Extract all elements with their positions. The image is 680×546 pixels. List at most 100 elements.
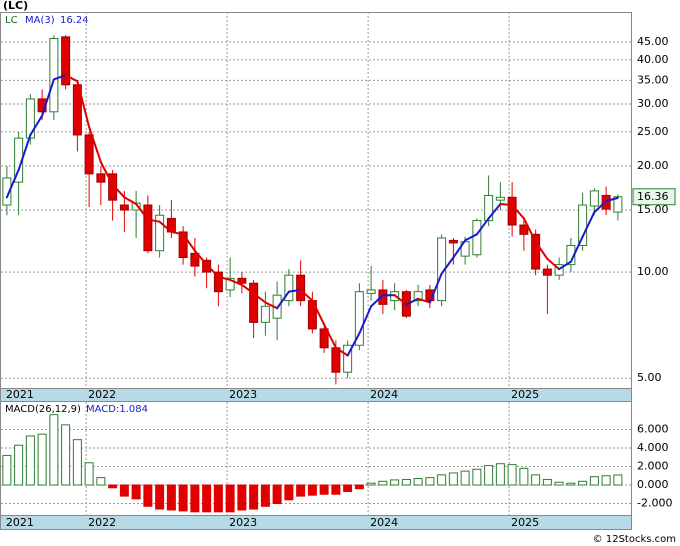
ma-line [287, 288, 302, 293]
macd-bar [155, 484, 165, 510]
ma-line [5, 168, 20, 199]
ma-line [440, 256, 455, 275]
candle-body [413, 291, 423, 302]
ma-line [229, 278, 243, 286]
ma-line [534, 240, 549, 260]
candle-body [119, 204, 129, 211]
ma-line [311, 299, 326, 326]
macd-bar [25, 435, 35, 486]
candle-body [613, 196, 623, 213]
ma-line [546, 257, 561, 271]
macd-bar [495, 463, 505, 486]
ma-line [370, 294, 384, 308]
legend-ma: MA(3) [25, 15, 55, 26]
footer: © 12Stocks.com [593, 534, 676, 545]
candle-body [542, 268, 552, 276]
ma-line [170, 230, 185, 236]
ma-line [64, 74, 79, 83]
candle-body [531, 233, 541, 270]
x-tick-label: 2025 [511, 388, 539, 401]
macd-bar [272, 484, 282, 505]
ma-line [252, 292, 267, 304]
ma-line [240, 283, 255, 295]
macd-bar [401, 478, 411, 486]
macd-bar [190, 484, 200, 513]
x-tick-label: 2024 [370, 516, 398, 529]
macd-bar [531, 474, 541, 486]
candle-body [143, 204, 153, 252]
macd-title: MACD(26,12,9) [5, 404, 81, 415]
ma-line [158, 220, 173, 233]
candle-body [484, 194, 494, 222]
macd-bar [260, 484, 270, 507]
macd-bar [601, 475, 611, 486]
candle-body [296, 274, 306, 302]
y-tick-label: 2.000 [637, 459, 669, 472]
macd-bar [202, 484, 212, 513]
ma-line [499, 203, 514, 207]
ma-line [346, 332, 361, 357]
macd-bar [437, 474, 447, 486]
ma-line [334, 346, 349, 357]
macd-bar [390, 479, 400, 486]
price-tag-label: 16.36 [637, 190, 669, 203]
macd-bar [378, 480, 388, 486]
macd-bar [589, 476, 599, 486]
macd-bar [331, 484, 341, 495]
macd-bar [237, 484, 247, 511]
ma-line [417, 297, 431, 304]
candle-body [260, 305, 270, 323]
candle-body [448, 239, 458, 244]
macd-bar [542, 478, 552, 486]
candle-body [378, 289, 388, 305]
chart-title: (LC) [3, 0, 28, 12]
macd-bar [343, 484, 353, 492]
macd-bar [2, 454, 12, 486]
candle-body [2, 177, 12, 206]
candle-body [202, 259, 212, 273]
macd-bar [249, 484, 259, 510]
macd-bar [49, 414, 59, 486]
macd-bar [96, 477, 106, 486]
ma-line [111, 183, 126, 199]
ma-line [358, 305, 373, 335]
ma-line [511, 204, 525, 220]
ma-line [405, 297, 420, 306]
macd-bar [613, 474, 623, 486]
x-tick-label: 2023 [229, 516, 257, 529]
ma-line [205, 263, 220, 278]
y-tick-label: 10.00 [637, 265, 669, 278]
macd-bar [425, 477, 435, 486]
macd-bar [166, 484, 176, 511]
y-tick-label: 45.00 [637, 35, 669, 48]
candle-body [354, 291, 364, 346]
macd-bar [366, 482, 376, 486]
ma-line [17, 133, 32, 171]
ma-line [276, 290, 290, 310]
candle-body [578, 204, 588, 246]
ma-line [569, 235, 584, 263]
macd-bar [554, 481, 564, 486]
ma-line [99, 161, 114, 186]
y-tick-label: 4.000 [637, 441, 669, 454]
price-tag [632, 188, 676, 206]
macd-bar [448, 472, 458, 486]
candle-body [589, 190, 599, 207]
candle-body [495, 196, 505, 201]
macd-bar [108, 484, 118, 489]
macd-bar [519, 467, 529, 486]
y-tick-label: 5.00 [637, 371, 662, 384]
legend-ma-value: 16.24 [60, 15, 89, 26]
macd-bar [578, 480, 588, 486]
macd-bar [484, 465, 494, 486]
ma-line [464, 233, 478, 242]
macd-bar [413, 478, 423, 486]
macd-value: MACD:1.084 [86, 404, 148, 415]
y-tick-label: 20.00 [637, 159, 669, 172]
macd-bar [143, 484, 153, 507]
candle-body [213, 271, 223, 293]
ma-line [323, 323, 337, 349]
ma-line [393, 294, 408, 306]
y-tick-label: -2.000 [637, 497, 672, 510]
y-tick-label: 6.000 [637, 422, 669, 435]
